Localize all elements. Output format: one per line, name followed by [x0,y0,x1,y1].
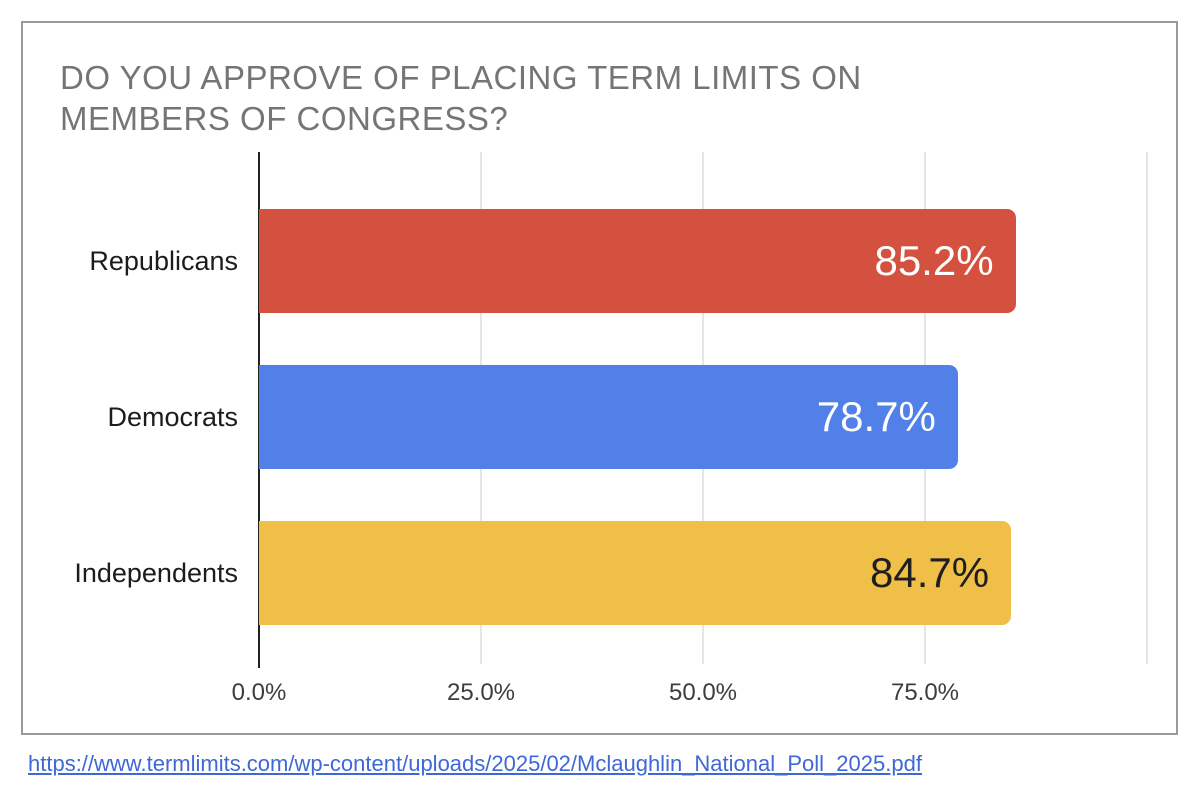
bar-rows: Republicans 85.2% Democrats 78.7% Indepe… [23,183,1176,651]
source-link[interactable]: https://www.termlimits.com/wp-content/up… [28,751,922,776]
x-tick-label: 25.0% [446,679,516,706]
bar-value-label-independents: 84.7% [870,549,990,596]
bar-row-independents: Independents 84.7% [23,495,1176,651]
category-label-republicans: Republicans [89,245,238,276]
x-tick-label: 0.0% [231,679,287,706]
bar-republicans: 85.2% [259,209,1016,313]
bar-row-democrats: Democrats 78.7% [23,339,1176,495]
x-tick-label: 75.0% [890,679,960,706]
chart-title: DO YOU APPROVE OF PLACING TERM LIMITS ON… [60,57,862,139]
category-label-independents: Independents [74,557,238,588]
bar-value-label-democrats: 78.7% [816,393,936,440]
chart-title-line-1: DO YOU APPROVE OF PLACING TERM LIMITS ON [60,59,862,96]
bar-track: 78.7% [259,365,1147,469]
x-gridline [1146,152,1148,664]
chart-title-line-2: MEMBERS OF CONGRESS? [60,100,509,137]
bar-democrats: 78.7% [259,365,958,469]
x-axis-ticks: 0.0% 25.0% 50.0% 75.0% [232,679,1147,709]
bar-track: 85.2% [259,209,1147,313]
x-tick-label: 50.0% [668,679,738,706]
chart-frame: DO YOU APPROVE OF PLACING TERM LIMITS ON… [21,21,1178,735]
category-label-democrats: Democrats [107,401,238,432]
bar-value-label-republicans: 85.2% [874,237,994,284]
bar-row-republicans: Republicans 85.2% [23,183,1176,339]
bar-track: 84.7% [259,521,1147,625]
bar-independents: 84.7% [259,521,1012,625]
